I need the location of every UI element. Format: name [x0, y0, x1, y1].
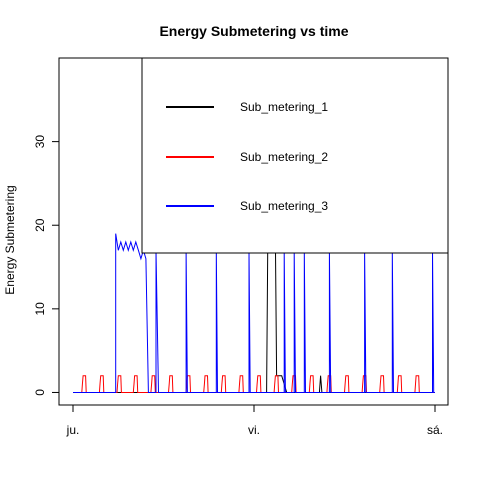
x-tick-label-2: sá. [427, 423, 443, 437]
x-tick-label-0: ju. [66, 423, 80, 437]
y-tick-label-3: 30 [33, 135, 47, 149]
legend: Sub_metering_1 Sub_metering_2 Sub_metering… [141, 57, 449, 254]
y-tick-label-2: 20 [33, 218, 47, 232]
y-axis: 0 10 20 30 [33, 135, 60, 396]
y-tick-label-0: 0 [33, 389, 47, 396]
x-axis: ju. vi. sá. [66, 404, 443, 437]
x-tick-label-1: vi. [248, 423, 260, 437]
series-line-2 [73, 375, 435, 393]
series-line-3 [73, 233, 435, 393]
legend-box [141, 57, 449, 254]
legend-label-3: Sub_metering_3 [240, 199, 328, 213]
legend-label-2: Sub_metering_2 [240, 150, 328, 164]
y-axis-label: Energy Submetering [3, 185, 17, 294]
y-tick-label-1: 10 [33, 302, 47, 316]
legend-label-1: Sub_metering_1 [240, 100, 328, 114]
chart-title: Energy Submetering vs time [159, 23, 348, 39]
